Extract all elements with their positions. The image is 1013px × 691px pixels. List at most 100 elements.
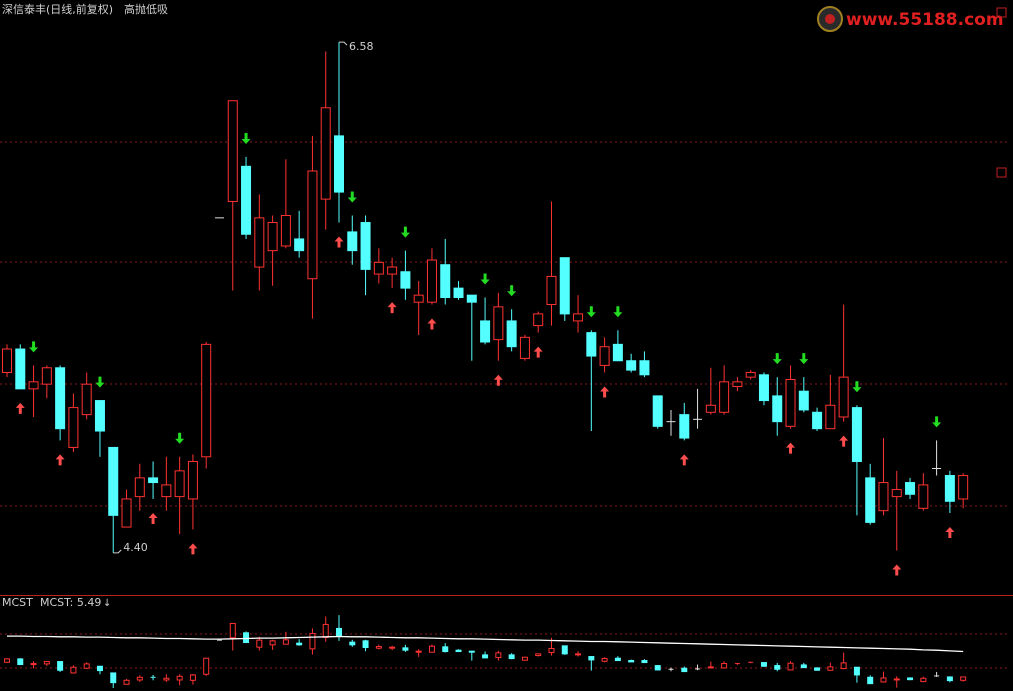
candle-body	[907, 677, 914, 681]
candle-body	[2, 348, 12, 373]
candle-body	[814, 667, 821, 671]
buy-signal	[679, 454, 689, 466]
buy-signal	[334, 236, 344, 248]
candle-body	[307, 170, 318, 280]
window-icon[interactable]	[996, 167, 1007, 178]
indicator-line	[7, 635, 964, 653]
candle-body	[787, 662, 794, 671]
candle-body	[878, 482, 889, 512]
candle-body	[521, 656, 528, 661]
candle-body	[387, 266, 398, 275]
candle-body	[506, 320, 517, 348]
candle-body	[891, 489, 902, 498]
candle-body	[480, 320, 491, 343]
candle-body	[628, 660, 635, 663]
candle-body	[493, 306, 504, 341]
candle-body	[347, 231, 358, 252]
buy-signal	[600, 386, 610, 398]
candle-body	[349, 641, 356, 646]
candle-body	[254, 217, 265, 268]
candle-body	[681, 667, 688, 673]
candle-body	[294, 238, 305, 252]
buy-signal	[892, 564, 902, 576]
candle-body	[413, 294, 424, 303]
sell-signal	[29, 341, 39, 353]
candle-body	[905, 482, 916, 495]
buy-signal	[55, 454, 65, 466]
sell-signal	[932, 416, 942, 428]
candle-body	[81, 383, 92, 416]
candle-body	[187, 460, 198, 500]
candle-body	[853, 666, 860, 676]
candle-body	[110, 672, 117, 684]
candle-body	[760, 662, 767, 667]
annotation-label: 4.40	[123, 541, 147, 554]
candle-body	[588, 656, 595, 661]
sell-signal	[95, 376, 105, 388]
sell-signal	[480, 273, 490, 285]
sell-signal	[613, 306, 623, 318]
candle-body	[559, 257, 570, 315]
candle-body	[362, 640, 369, 649]
sell-signal	[241, 132, 251, 144]
candle-body	[785, 378, 796, 427]
candle-body	[176, 675, 183, 681]
sell-signal	[586, 306, 596, 318]
candle-body	[453, 287, 464, 298]
candle-body	[946, 676, 953, 682]
candle-body	[721, 663, 728, 669]
indicator-name: MCST	[2, 596, 33, 609]
candle-body	[466, 294, 477, 303]
buy-signal	[188, 543, 198, 555]
candle-body	[719, 381, 730, 413]
sell-signal	[507, 285, 517, 297]
candle-body	[136, 676, 143, 681]
chart-title: 深信泰丰(日线,前复权)	[2, 2, 113, 16]
candle-body	[389, 646, 396, 649]
chart-subtitle: 高抛低吸	[124, 2, 168, 16]
candle-body	[269, 640, 276, 646]
candle-body	[402, 647, 409, 651]
buy-signal	[493, 374, 503, 386]
candle-body	[652, 395, 663, 427]
candle-body	[800, 664, 807, 669]
sell-signal	[175, 432, 185, 444]
candle-body	[227, 100, 238, 202]
candle-body	[426, 259, 437, 303]
sell-signal	[852, 381, 862, 393]
candle-body	[893, 678, 900, 681]
candle-body	[334, 135, 344, 193]
candle-body	[812, 411, 823, 430]
candle-body	[442, 646, 449, 653]
candle-body	[70, 666, 77, 674]
candle-body	[322, 623, 329, 638]
watermark: www.55188.com	[846, 10, 1004, 30]
window-icon[interactable]	[996, 7, 1007, 18]
candle-body	[375, 646, 382, 649]
candle-body	[827, 666, 834, 671]
candle-body	[134, 477, 145, 498]
candle-body	[612, 343, 623, 362]
candle-body	[148, 477, 159, 484]
candle-body	[825, 404, 836, 430]
candle-body	[546, 275, 557, 306]
candle-body	[732, 381, 743, 388]
candle-body	[309, 632, 316, 650]
candle-body	[121, 498, 132, 528]
candle-body	[400, 271, 411, 289]
candle-body	[203, 657, 210, 675]
sell-signal	[772, 353, 782, 365]
candle-body	[229, 622, 236, 639]
candle-body	[373, 261, 384, 275]
candle-body	[840, 662, 847, 670]
candle-body	[573, 313, 584, 322]
buy-signal	[387, 302, 397, 314]
candle-body	[639, 360, 650, 376]
candle-body	[851, 407, 862, 462]
candle-body	[243, 632, 250, 643]
annotation-leader	[339, 41, 348, 46]
candle-body	[679, 414, 690, 439]
candle-body	[772, 395, 783, 423]
logo	[825, 14, 835, 24]
buy-signal	[945, 527, 955, 539]
